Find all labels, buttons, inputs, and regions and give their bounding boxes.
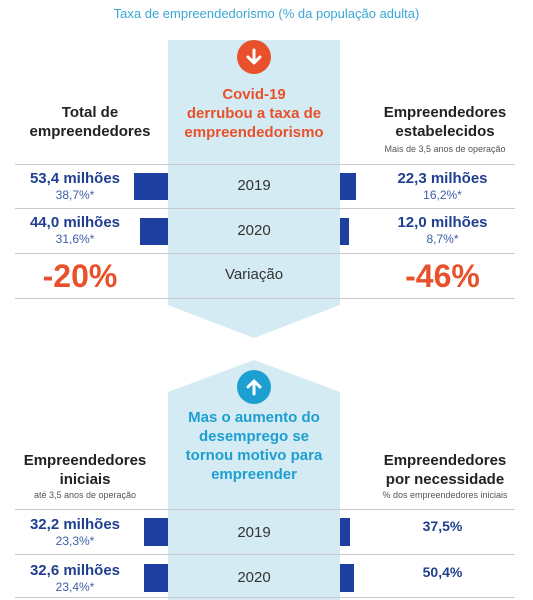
chart-subtitle: Taxa de empreendedorismo (% da população…: [113, 6, 420, 21]
established-value-2020: 12,0 milhões: [397, 214, 488, 231]
initial-heading: Empreendedores iniciais: [10, 451, 160, 489]
established-rate-2020: 8,7%*: [426, 232, 459, 246]
initial-bar-2020: [144, 564, 168, 592]
total-bar-2020: [140, 218, 168, 245]
established-heading-line2: estabelecidos: [395, 123, 495, 140]
row-divider: [15, 164, 515, 165]
covid-heading-line3: empreendedorismo: [184, 124, 324, 141]
necessity-heading-line2: por necessidade: [385, 471, 505, 488]
year-label-2019: 2019: [237, 177, 271, 194]
change-label: Variação: [224, 266, 284, 283]
total-heading-line1: Total de: [61, 104, 119, 121]
total-rate-2019: 38,7%*: [55, 188, 95, 202]
year-label-2020: 2020: [237, 222, 271, 239]
initial-bar-2019: [144, 518, 168, 546]
total-bar-2019: [134, 173, 168, 200]
row-divider: [15, 208, 515, 209]
necessity-pct-2020: 50,4%: [422, 564, 463, 580]
established-bar-2019: [340, 173, 356, 200]
established-heading: Empreendedores estabelecidos: [360, 103, 530, 141]
unemployment-heading-line1: Mas o aumento do: [188, 409, 320, 426]
initial-heading-line1: Empreendedores: [23, 452, 147, 469]
row-divider: [15, 597, 515, 598]
initial-heading-line2: iniciais: [59, 471, 111, 488]
year-label-2019: 2019: [237, 524, 271, 541]
initial-value-2019: 32,2 milhões: [29, 516, 121, 533]
covid-heading: Covid-19 derrubou a taxa de empreendedor…: [168, 85, 340, 142]
initial-note: até 3,5 anos de operação: [33, 490, 137, 500]
unemployment-heading-line2: desemprego se: [198, 428, 310, 445]
covid-heading-line1: Covid-19: [222, 86, 286, 103]
necessity-bar-2020: [340, 564, 354, 592]
initial-value-2020: 32,6 milhões: [29, 562, 121, 579]
necessity-heading: Empreendedores por necessidade: [365, 451, 525, 489]
arrow-down-icon: [237, 40, 271, 74]
total-heading: Total de empreendedores: [20, 103, 160, 141]
necessity-bar-2019: [340, 518, 350, 546]
row-divider: [15, 298, 515, 299]
established-note: Mais de 3,5 anos de operação: [384, 144, 506, 154]
established-rate-2019: 16,2%*: [423, 188, 462, 202]
covid-heading-line2: derrubou a taxa de: [186, 105, 322, 122]
unemployment-heading-line3: tornou motivo para: [185, 447, 323, 464]
center-band-top: [168, 40, 340, 338]
initial-rate-2019: 23,3%*: [55, 534, 95, 548]
unemployment-heading: Mas o aumento do desemprego se tornou mo…: [168, 408, 340, 484]
row-divider: [15, 253, 515, 254]
necessity-heading-line1: Empreendedores: [383, 452, 507, 469]
total-value-2020: 44,0 milhões: [29, 214, 121, 231]
necessity-note: % dos empreendedores iniciais: [382, 490, 508, 500]
established-bar-2020: [340, 218, 349, 245]
year-label-2020: 2020: [237, 569, 271, 586]
total-rate-2020: 31,6%*: [55, 232, 95, 246]
established-value-2019: 22,3 milhões: [397, 170, 488, 187]
arrow-up-icon: [237, 370, 271, 404]
row-divider: [15, 509, 515, 510]
initial-rate-2020: 23,4%*: [55, 580, 95, 594]
necessity-pct-2019: 37,5%: [422, 518, 463, 534]
total-heading-line2: empreendedores: [29, 123, 151, 140]
row-divider: [15, 554, 515, 555]
total-value-2019: 53,4 milhões: [29, 170, 121, 187]
total-change: -20%: [42, 258, 118, 294]
center-band-bottom: [168, 360, 340, 600]
established-change: -46%: [405, 258, 480, 294]
established-heading-line1: Empreendedores: [383, 104, 507, 121]
unemployment-heading-line4: empreender: [211, 466, 297, 483]
